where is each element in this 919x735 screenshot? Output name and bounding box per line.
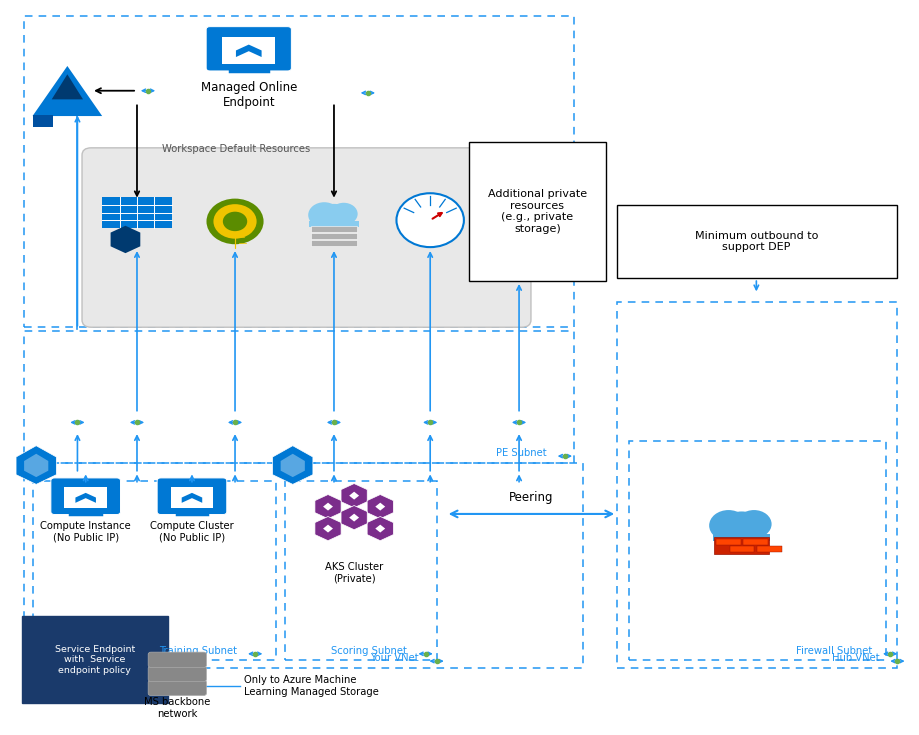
Bar	[286, 481, 437, 660]
Bar	[629, 441, 886, 660]
Bar	[312, 233, 357, 239]
Bar	[21, 617, 168, 703]
Bar	[309, 220, 359, 227]
Polygon shape	[273, 445, 312, 484]
Polygon shape	[349, 492, 359, 500]
Polygon shape	[323, 503, 333, 511]
Polygon shape	[236, 45, 262, 57]
Bar	[617, 301, 897, 667]
Circle shape	[308, 202, 340, 228]
Polygon shape	[375, 525, 385, 533]
Polygon shape	[51, 74, 83, 99]
Text: Managed Online
Endpoint: Managed Online Endpoint	[200, 81, 297, 110]
Text: Service Endpoint
with  Service
endpoint policy: Service Endpoint with Service endpoint p…	[55, 645, 135, 675]
Bar	[716, 539, 741, 545]
Circle shape	[720, 512, 763, 545]
Circle shape	[222, 212, 247, 232]
FancyBboxPatch shape	[157, 478, 227, 514]
Text: Minimum outbound to
support DEP: Minimum outbound to support DEP	[695, 231, 818, 252]
Bar	[730, 546, 754, 552]
Bar	[102, 197, 172, 229]
Bar	[757, 546, 782, 552]
Bar	[24, 331, 574, 463]
Polygon shape	[368, 495, 393, 519]
Polygon shape	[323, 525, 333, 533]
Polygon shape	[182, 493, 202, 503]
Text: Additional private
resources
(e.g., private
storage): Additional private resources (e.g., priv…	[488, 189, 587, 234]
Bar	[312, 226, 357, 232]
Circle shape	[330, 203, 357, 225]
Polygon shape	[16, 445, 56, 484]
Bar	[743, 539, 768, 545]
Circle shape	[207, 198, 264, 244]
FancyBboxPatch shape	[148, 666, 207, 681]
Text: PE Subnet: PE Subnet	[496, 448, 547, 459]
Text: AKS Cluster
(Private): AKS Cluster (Private)	[325, 562, 383, 583]
Bar	[469, 142, 607, 281]
Bar	[312, 240, 357, 246]
Polygon shape	[280, 453, 305, 477]
Polygon shape	[110, 226, 141, 253]
Polygon shape	[341, 484, 368, 508]
FancyBboxPatch shape	[148, 681, 207, 695]
Bar	[713, 534, 770, 542]
Polygon shape	[32, 66, 102, 116]
Bar	[24, 16, 574, 327]
Circle shape	[213, 204, 256, 239]
Text: Firewall Subnet: Firewall Subnet	[796, 646, 872, 656]
Text: Compute Cluster
(No Public IP): Compute Cluster (No Public IP)	[150, 521, 233, 543]
Text: Your VNet: Your VNet	[369, 653, 418, 663]
Text: MS backbone
network: MS backbone network	[144, 697, 210, 719]
Bar	[64, 487, 107, 508]
Bar	[33, 481, 277, 660]
Text: Compute Instance
(No Public IP): Compute Instance (No Public IP)	[40, 521, 131, 543]
Polygon shape	[375, 503, 385, 511]
Bar	[32, 115, 53, 127]
Circle shape	[316, 204, 351, 232]
Circle shape	[709, 510, 748, 541]
Text: Scoring Subnet: Scoring Subnet	[332, 646, 407, 656]
Bar	[24, 463, 584, 667]
Polygon shape	[75, 493, 96, 503]
Polygon shape	[349, 514, 359, 522]
Bar	[617, 205, 897, 278]
Text: Training Subnet: Training Subnet	[159, 646, 237, 656]
Bar	[171, 487, 213, 508]
FancyBboxPatch shape	[206, 26, 291, 71]
Bar	[714, 537, 769, 553]
Text: Workspace Default Resources: Workspace Default Resources	[162, 143, 310, 154]
Polygon shape	[24, 453, 49, 477]
Text: Hub VNet: Hub VNet	[832, 653, 879, 663]
FancyBboxPatch shape	[51, 478, 120, 514]
Polygon shape	[315, 517, 341, 541]
FancyBboxPatch shape	[82, 148, 531, 327]
FancyBboxPatch shape	[148, 652, 207, 667]
Polygon shape	[315, 495, 341, 519]
Text: Peering: Peering	[509, 492, 553, 504]
Circle shape	[736, 510, 772, 538]
Circle shape	[396, 193, 464, 247]
Bar	[222, 37, 276, 64]
Polygon shape	[368, 517, 393, 541]
Polygon shape	[341, 506, 368, 530]
Text: Only to Azure Machine
Learning Managed Storage: Only to Azure Machine Learning Managed S…	[244, 675, 379, 697]
